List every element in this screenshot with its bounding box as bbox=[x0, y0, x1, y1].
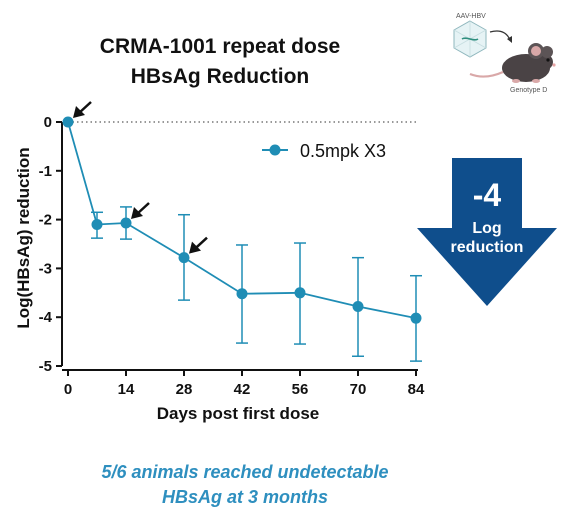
legend: 0.5mpk X3 bbox=[262, 141, 386, 161]
vector-label: AAV-HBV bbox=[456, 13, 486, 20]
legend-label: 0.5mpk X3 bbox=[300, 141, 386, 161]
axes-layer: 0 -1 -2 -3 -4 -5 0 14 28 42 56 70 84 Days post first … bbox=[14, 114, 425, 423]
data-point bbox=[120, 217, 132, 229]
dose-arrow-icon bbox=[189, 236, 208, 254]
data-point bbox=[294, 287, 306, 299]
legend-marker bbox=[269, 144, 281, 156]
caption: 5/6 animals reached undetectable HBsAg a… bbox=[30, 460, 460, 510]
callout-label-line1: Log bbox=[472, 220, 502, 237]
dose-arrow-icon bbox=[73, 101, 92, 118]
x-tick-label: 14 bbox=[118, 381, 135, 398]
chart-title-line2: HBsAg Reduction bbox=[130, 65, 310, 88]
dose-arrow-head bbox=[189, 241, 201, 254]
data-point bbox=[352, 300, 364, 312]
x-axis-label: Days post first dose bbox=[157, 404, 320, 423]
data-point bbox=[91, 218, 103, 230]
y-tick-label: 0 bbox=[44, 114, 52, 131]
callout-value: -4 bbox=[472, 177, 502, 213]
x-tick-label: 84 bbox=[408, 381, 425, 398]
dose-arrow-icon bbox=[131, 202, 150, 220]
chart-title: CRMA-1001 repeat dose HBsAg Reduction bbox=[40, 32, 400, 92]
x-tick-label: 42 bbox=[234, 381, 251, 398]
log-reduction-arrow bbox=[417, 158, 557, 306]
chart-title-line1: CRMA-1001 repeat dose bbox=[99, 35, 341, 58]
x-tick-label: 28 bbox=[176, 381, 193, 398]
series-layer bbox=[62, 116, 422, 362]
x-tick-label: 0 bbox=[64, 381, 72, 398]
y-tick-label: -4 bbox=[39, 309, 53, 326]
virus-capsid-icon bbox=[453, 20, 487, 58]
mouse-with-virus-icon: AAV-HBV Genotype D bbox=[453, 13, 556, 94]
callout-label-line2: reduction bbox=[450, 239, 524, 256]
y-tick-label: -5 bbox=[39, 358, 52, 375]
dose-arrow-head bbox=[73, 106, 85, 118]
mouse-icon bbox=[469, 43, 556, 83]
caption-line2: HBsAg at 3 months bbox=[161, 487, 329, 507]
y-axis-label: Log(HBsAg) reduction bbox=[14, 147, 33, 328]
data-point bbox=[410, 312, 422, 324]
x-tick-label: 70 bbox=[350, 381, 367, 398]
x-tick-label: 56 bbox=[292, 381, 309, 398]
mouse-label: Genotype D bbox=[510, 87, 547, 94]
y-tick-label: -3 bbox=[39, 260, 52, 277]
dose-arrow-head bbox=[131, 207, 143, 220]
caption-line1: 5/6 animals reached undetectable bbox=[101, 462, 389, 482]
data-point bbox=[178, 252, 190, 264]
y-tick-label: -1 bbox=[39, 163, 52, 180]
data-point bbox=[62, 116, 74, 128]
data-point bbox=[236, 288, 248, 300]
dose-arrows-layer bbox=[73, 101, 208, 254]
y-tick-label: -2 bbox=[39, 212, 52, 229]
